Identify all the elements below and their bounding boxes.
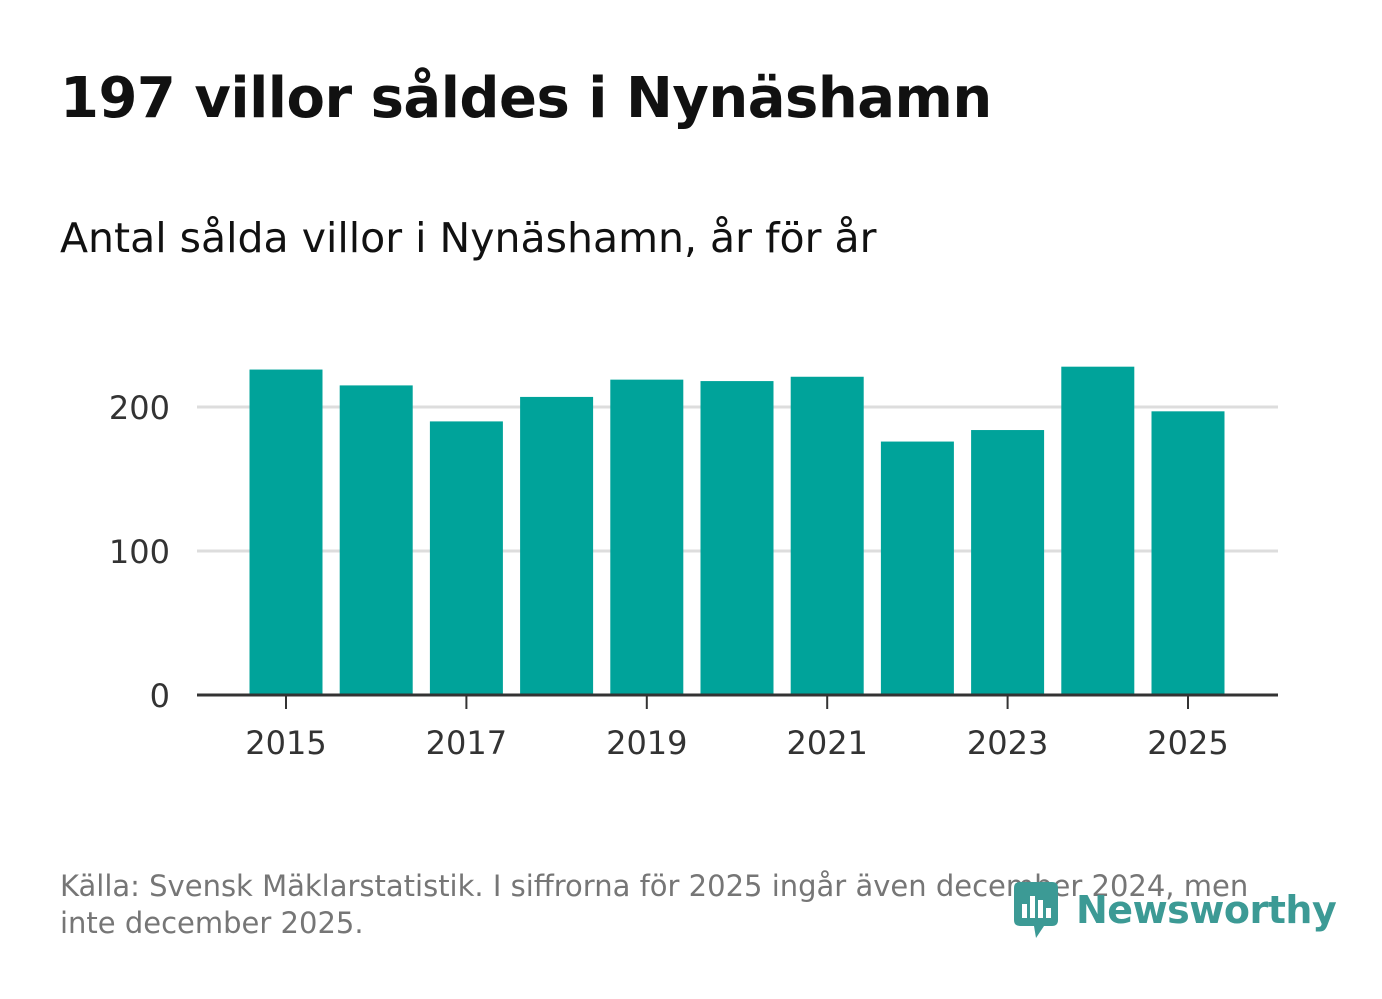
x-tick-label-2019: 2019: [606, 724, 687, 762]
x-tick-label-2025: 2025: [1147, 724, 1228, 762]
tick-labels: 0 100 200 2015 2017 2019 2021 2023 2025: [109, 389, 1229, 762]
x-tick-label-2023: 2023: [967, 724, 1048, 762]
bar-2024: [1061, 366, 1135, 695]
bar-2017: [429, 421, 503, 695]
x-tick-label-2021: 2021: [786, 724, 867, 762]
bar-2025: [1151, 411, 1225, 695]
bar-2018: [520, 396, 594, 695]
bar-2015: [249, 369, 323, 695]
bars: [249, 366, 1225, 695]
chart-subtitle: Antal sålda villor i Nynäshamn, år för å…: [60, 214, 877, 262]
bar-2020: [700, 381, 774, 695]
bar-2023: [971, 430, 1045, 695]
bar-2016: [339, 385, 413, 695]
x-tick-label-2015: 2015: [245, 724, 326, 762]
newsworthy-logo-text: Newsworthy: [1076, 888, 1337, 932]
bar-2021: [790, 376, 864, 695]
x-tick-label-2017: 2017: [426, 724, 507, 762]
chart-title: 197 villor såldes i Nynäshamn: [60, 66, 992, 131]
newsworthy-logo-icon: [1014, 882, 1058, 938]
y-tick-label-100: 100: [109, 533, 170, 571]
y-tick-label-200: 200: [109, 389, 170, 427]
x-axis: [197, 693, 1278, 709]
newsworthy-logo: Newsworthy: [1010, 880, 1337, 940]
bar-2022: [880, 441, 954, 695]
bar-2019: [610, 379, 684, 695]
y-tick-label-0: 0: [150, 677, 170, 715]
